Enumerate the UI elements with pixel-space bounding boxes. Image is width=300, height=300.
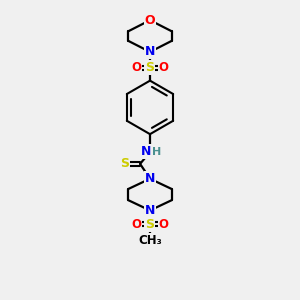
Text: N: N <box>145 172 155 185</box>
Text: CH₃: CH₃ <box>138 234 162 247</box>
Text: O: O <box>145 14 155 27</box>
Text: O: O <box>159 61 169 74</box>
Text: S: S <box>120 158 129 170</box>
Text: S: S <box>146 61 154 74</box>
Text: O: O <box>131 218 141 231</box>
Text: O: O <box>131 61 141 74</box>
Text: O: O <box>159 218 169 231</box>
Text: N: N <box>145 204 155 217</box>
Text: N: N <box>141 146 151 158</box>
Text: H: H <box>152 147 162 157</box>
Text: S: S <box>146 218 154 231</box>
Text: N: N <box>145 45 155 58</box>
